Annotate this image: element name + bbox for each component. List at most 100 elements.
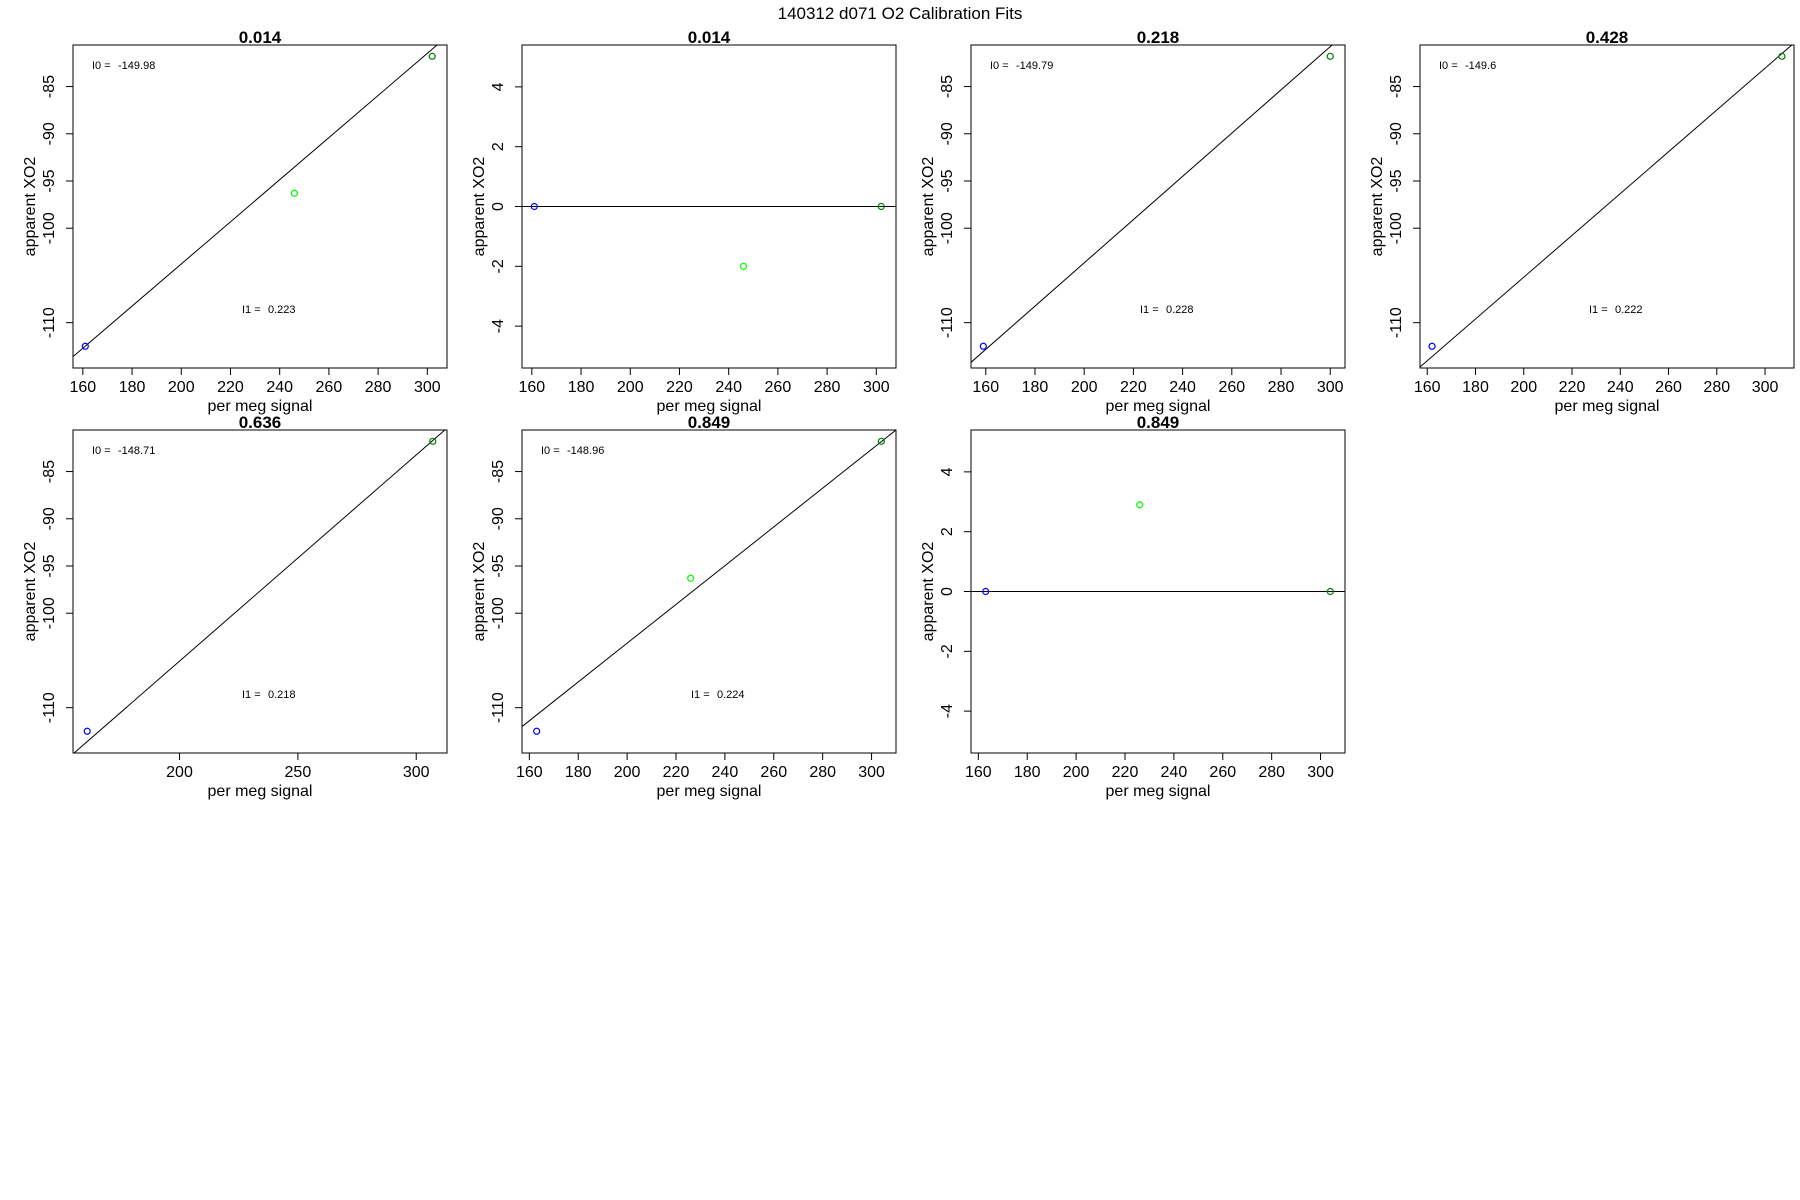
panel-2-data-point [530,202,538,211]
panel-5-y-tick-label: -95 [41,554,58,577]
panel-5-y-tick-label: -110 [41,692,58,723]
panel-2-x-tick-label: 240 [715,379,742,396]
panel-3-title: 0.218 [1137,28,1180,47]
panel-1-y-tick-label: -85 [41,75,58,98]
panel-7-y-tick-label: 4 [939,467,956,476]
panel-5-fit-line [73,430,446,753]
panel-4-x-tick-label: 300 [1752,379,1779,396]
panel-5-y-axis-label: apparent XO2 [22,542,39,642]
panel-5-data-point [429,437,437,445]
panel-4-y-tick-label: -110 [1388,307,1405,338]
panel-5-y-tick-label: -85 [41,460,58,483]
panel-2-data-point [739,262,748,270]
panel-7-x-tick-label: 180 [1014,764,1041,781]
panel-4-annotation-value: 0.222 [1615,304,1643,316]
panel-1-y-tick-label: -95 [41,169,58,192]
panel-7-y-tick-label: 0 [939,587,956,596]
panel-6-title: 0.849 [688,413,731,432]
panel-2-x-tick-label: 160 [518,379,545,396]
figure-title: 140312 d071 O2 Calibration Fits [778,4,1023,23]
panel-4-title: 0.428 [1586,28,1629,47]
panel-1-plot-frame [72,44,448,369]
panel-4-y-tick-label: -85 [1388,75,1405,98]
panel-6-y-tick-label: -110 [490,692,507,723]
panel-1-y-tick-label: -100 [41,212,58,244]
panel-1-fit-line [73,45,438,358]
panel-1-x-tick-label: 240 [266,379,293,396]
panel-2-data-point [877,202,885,211]
panel-3-y-tick-label: -100 [939,212,956,244]
panel-6-y-tick-label: -95 [490,554,507,577]
panel-1-y-axis-label: apparent XO2 [22,157,39,257]
panel-6-annotation-label: I0 = [541,445,560,457]
panel-1-x-tick-label: 200 [168,379,195,396]
panel-1-x-tick-label: 220 [217,379,244,396]
panel-4-fit-line [1420,45,1793,368]
panel-5-x-tick-label: 250 [285,764,312,781]
panel-1-data-point [290,189,299,197]
panel-5-x-axis-label: per meg signal [208,783,313,800]
panel-3-annotation-value: -149.79 [1016,60,1053,72]
panel-5-annotation-value: 0.218 [268,689,296,701]
panel-6-plot-frame [521,429,897,754]
panel-3-data-point [1326,52,1334,60]
panel-5-x-tick-label: 300 [403,764,430,781]
panel-4-x-tick-label: 200 [1510,379,1537,396]
panel-5-y-tick-label: -100 [41,597,58,629]
panel-5-annotation-value: -148.71 [118,445,155,457]
panel-1-data-point [81,342,89,350]
panel-5-x-tick-label: 200 [166,764,193,781]
panel-7-x-axis-label: per meg signal [1106,783,1211,800]
panel-6-data-point [533,727,541,735]
panel-6-y-tick-label: -100 [490,597,507,629]
panel-7-x-tick-label: 300 [1307,764,1334,781]
panel-1-annotation-label: I0 = [92,60,111,72]
panel-3-x-tick-label: 240 [1169,379,1196,396]
panel-5-annotation-label: I1 = [242,689,261,701]
panel-2-y-tick-label: 2 [490,142,507,151]
panel-1-x-tick-label: 260 [316,379,343,396]
panel-1-y-tick-label: -90 [41,122,58,145]
panel-4-data-point [1428,342,1436,350]
panel-2-x-tick-label: 180 [568,379,595,396]
panel-6-x-tick-label: 160 [516,764,543,781]
panel-6-data-point [687,574,695,582]
panel-7-y-tick-label: -2 [939,644,956,658]
panel-2-x-tick-label: 220 [666,379,693,396]
panel-4-data-point [1778,52,1786,60]
panel-3-x-tick-label: 160 [972,379,999,396]
panel-4-plot-frame [1419,44,1795,369]
panel-2-title: 0.014 [688,28,731,47]
panel-7-x-tick-label: 200 [1063,764,1090,781]
panel-3-x-tick-label: 280 [1268,379,1295,396]
panel-7-y-axis-label: apparent XO2 [920,542,937,642]
panel-1-x-tick-label: 280 [365,379,392,396]
panel-6-x-tick-label: 200 [614,764,641,781]
panel-4-annotation-value: -149.6 [1465,60,1496,72]
panel-6-y-axis-label: apparent XO2 [471,542,488,642]
panel-2-y-axis-label: apparent XO2 [471,157,488,257]
panel-3-annotation-label: I1 = [1140,304,1159,316]
panel-3-x-tick-label: 200 [1071,379,1098,396]
panel-7-x-tick-label: 160 [965,764,992,781]
panel-7-x-tick-label: 220 [1112,764,1139,781]
panel-1-x-tick-label: 180 [119,379,146,396]
panel-6-x-tick-label: 260 [760,764,787,781]
panel-7-x-tick-label: 260 [1209,764,1236,781]
panel-6-annotation-value: 0.224 [717,689,745,701]
panel-7-x-tick-label: 280 [1258,764,1285,781]
panel-4-y-tick-label: -95 [1388,169,1405,192]
panel-2-x-tick-label: 280 [814,379,841,396]
panel-7-y-tick-label: -4 [939,704,956,718]
panel-4-y-tick-label: -100 [1388,212,1405,244]
panel-3-y-tick-label: -110 [939,307,956,338]
panel-3-fit-line [971,45,1333,363]
panel-6-x-tick-label: 300 [858,764,885,781]
panel-3-x-tick-label: 180 [1022,379,1049,396]
panel-6-y-tick-label: -90 [490,507,507,530]
panel-4-y-axis-label: apparent XO2 [1369,157,1386,257]
panel-6-x-tick-label: 280 [809,764,836,781]
panel-6-annotation-value: -148.96 [567,445,604,457]
panel-3-annotation-label: I0 = [990,60,1009,72]
panel-2-x-tick-label: 200 [617,379,644,396]
